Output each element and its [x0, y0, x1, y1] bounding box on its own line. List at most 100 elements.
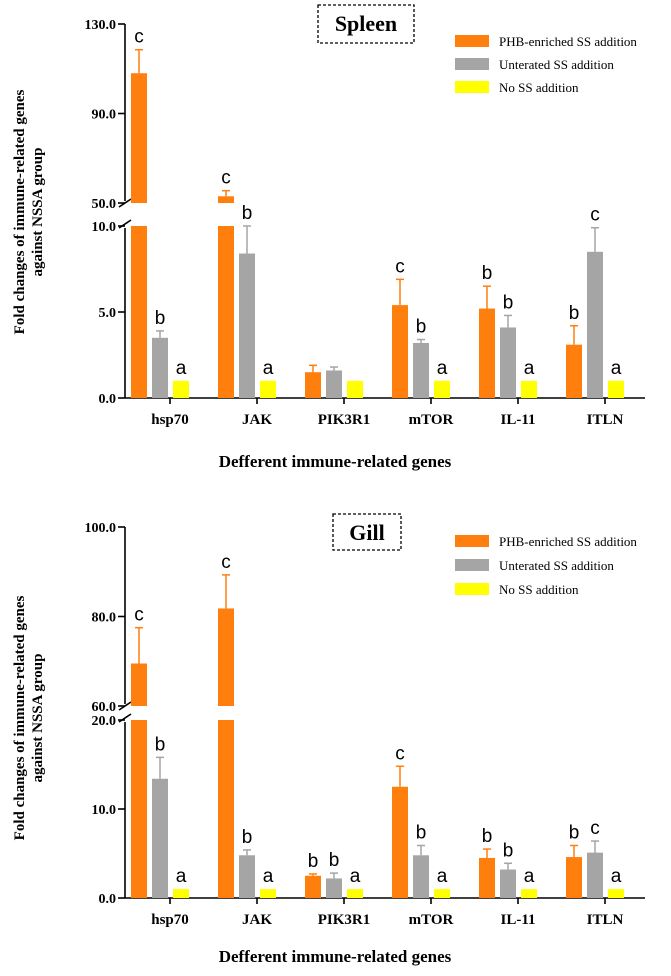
legend-swatch [455, 81, 489, 93]
bar-no-ss-addition-itln [608, 889, 624, 898]
bar-unterated-ss-addition-il-11 [500, 327, 516, 398]
significance-letter: a [176, 866, 187, 887]
category-label: mTOR [409, 912, 454, 928]
legend-label: Unterated SS addition [499, 558, 614, 573]
title-box [317, 4, 415, 44]
bar-no-ss-addition-hsp70 [173, 380, 189, 398]
significance-letter: c [590, 205, 600, 226]
bar-phb-enriched-ss-addition-itln [566, 344, 582, 398]
significance-letter: b [329, 850, 340, 871]
y-tick-label: 20.0 [92, 714, 117, 729]
bar-upper-segment [218, 608, 234, 706]
significance-letter: b [242, 203, 253, 224]
chart-title: Gill [349, 520, 384, 545]
chart-title: Spleen [335, 11, 397, 36]
significance-letter: b [482, 263, 493, 284]
y-axis-label-line: against NSSA group [30, 654, 46, 783]
significance-letter: b [155, 308, 166, 329]
significance-letter: a [524, 358, 535, 379]
y-axis-label: Fold changes of immune-related genes agai… [12, 89, 46, 334]
bar-unterated-ss-addition-pik3r1 [326, 370, 342, 398]
legend-label: No SS addition [499, 582, 579, 597]
bar-unterated-ss-addition-mtor [413, 855, 429, 898]
bar-no-ss-addition-il-11 [521, 889, 537, 898]
category-label: IL-11 [500, 912, 535, 928]
bar-phb-enriched-ss-addition-il-11 [479, 308, 495, 398]
significance-letter: a [437, 358, 448, 379]
y-tick-label: 0.0 [99, 392, 117, 407]
legend-swatch [455, 35, 489, 47]
y-axis-label-line: Fold changes of immune-related genes [12, 595, 28, 840]
bar-no-ss-addition-itln [608, 380, 624, 398]
significance-letter: a [263, 866, 274, 887]
bar-upper-segment [131, 73, 147, 203]
significance-letter: b [416, 822, 427, 843]
significance-letter: a [263, 358, 274, 379]
bar-phb-enriched-ss-addition-jak [218, 720, 234, 898]
significance-letter: a [176, 358, 187, 379]
bar-unterated-ss-addition-hsp70 [152, 337, 168, 398]
significance-letter: a [524, 866, 535, 887]
bar-no-ss-addition-jak [260, 380, 276, 398]
significance-letter: c [134, 605, 144, 626]
legend-label: PHB-enriched SS addition [499, 534, 637, 549]
bar-phb-enriched-ss-addition-itln [566, 857, 582, 898]
bar-phb-enriched-ss-addition-hsp70 [131, 720, 147, 898]
y-axis-label-line: Fold changes of immune-related genes [12, 89, 28, 334]
legend-swatch [455, 58, 489, 70]
significance-letter: a [611, 358, 622, 379]
bar-no-ss-addition-mtor [434, 889, 450, 898]
y-tick-label: 90.0 [92, 108, 117, 123]
significance-letter: c [590, 818, 600, 839]
significance-letter: b [308, 851, 319, 872]
category-label: PIK3R1 [318, 412, 371, 428]
y-tick-label: 50.0 [92, 197, 117, 212]
significance-letter: c [221, 168, 231, 189]
category-label: hsp70 [151, 912, 189, 928]
bar-no-ss-addition-jak [260, 889, 276, 898]
significance-letter: b [242, 827, 253, 848]
significance-letter: b [416, 317, 427, 338]
x-axis-label: Defferent immune-related genes [219, 947, 452, 966]
x-axis-label: Defferent immune-related genes [219, 452, 452, 471]
bar-unterated-ss-addition-jak [239, 253, 255, 398]
y-tick-label: 130.0 [85, 18, 117, 33]
bar-phb-enriched-ss-addition-mtor [392, 786, 408, 898]
significance-letter: c [221, 552, 231, 573]
y-tick-label: 100.0 [85, 521, 117, 536]
bar-unterated-ss-addition-itln [587, 852, 603, 898]
bar-unterated-ss-addition-jak [239, 855, 255, 898]
bar-unterated-ss-addition-pik3r1 [326, 878, 342, 898]
title-box [332, 513, 402, 551]
y-tick-label: 10.0 [92, 220, 117, 235]
y-tick-label: 10.0 [92, 803, 117, 818]
y-tick-label: 5.0 [99, 306, 117, 321]
significance-letter: b [503, 292, 514, 313]
y-tick-label: 60.0 [92, 700, 117, 715]
legend-label: No SS addition [499, 80, 579, 95]
bar-phb-enriched-ss-addition-pik3r1 [305, 875, 321, 898]
significance-letter: b [503, 840, 514, 861]
chart-spleen: 0.05.010.050.090.0130.0hsp70cbaJAKcbaPIK… [12, 4, 645, 471]
category-label: JAK [242, 912, 272, 928]
bar-upper-segment [131, 663, 147, 706]
significance-letter: b [155, 734, 166, 755]
bar-unterated-ss-addition-mtor [413, 342, 429, 398]
y-axis-label: Fold changes of immune-related genes agai… [12, 595, 46, 840]
bar-unterated-ss-addition-hsp70 [152, 778, 168, 898]
bar-phb-enriched-ss-addition-jak [218, 226, 234, 398]
category-label: ITLN [587, 412, 624, 428]
y-tick-label: 80.0 [92, 611, 117, 626]
bar-phb-enriched-ss-addition-hsp70 [131, 226, 147, 398]
legend-label: Unterated SS addition [499, 57, 614, 72]
category-label: JAK [242, 412, 272, 428]
category-label: hsp70 [151, 412, 189, 428]
bar-no-ss-addition-pik3r1 [347, 380, 363, 398]
significance-letter: c [134, 27, 144, 48]
bar-phb-enriched-ss-addition-il-11 [479, 857, 495, 898]
significance-letter: b [569, 822, 580, 843]
significance-letter: a [437, 866, 448, 887]
significance-letter: b [482, 826, 493, 847]
bar-upper-segment [218, 196, 234, 203]
